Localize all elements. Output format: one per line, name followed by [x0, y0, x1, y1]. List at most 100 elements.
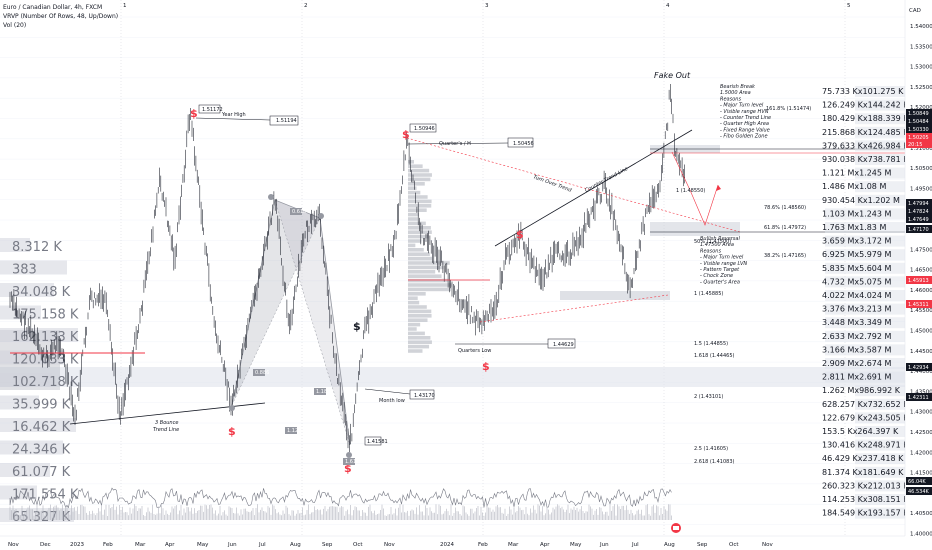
price-tick: 1.43500	[910, 389, 932, 395]
svg-text:1.47994: 1.47994	[908, 201, 929, 207]
price-tick: 1.46500	[910, 268, 932, 274]
svg-text:46.534K: 46.534K	[908, 489, 929, 495]
svg-text:1.50205: 1.50205	[908, 135, 929, 141]
price-axis[interactable]: CAD 1.540001.535001.530001.525001.520001…	[904, 0, 932, 538]
fib-level-label: 1 (1.48550)	[676, 188, 705, 194]
fib-level-label: 2.618 (1.41083)	[694, 459, 735, 465]
svg-text:$: $	[482, 360, 490, 373]
time-tick: 2024	[440, 542, 454, 548]
price-tick: 1.43000	[910, 410, 932, 416]
vrvp-row-label: 930.454 Kx1.202 M	[822, 196, 900, 205]
pattern-ratio: 0.886	[255, 370, 269, 376]
vrvp-row-label: 75.733 Kx101.275 K	[822, 87, 904, 96]
bullish-reason-line: - Major Turn level	[700, 255, 744, 261]
vrvp-row-label: 184.549 Kx193.157 K	[822, 509, 909, 518]
grid	[0, 16, 905, 525]
time-tick: Aug	[290, 542, 301, 548]
vrvp-row-label: 6.925 Mx5.979 M	[822, 250, 892, 259]
left-vp-value: 61.077 K	[12, 465, 71, 480]
vrvp-row-label: 1.103 Mx1.243 M	[822, 209, 892, 218]
vrvp-row-label: 4.022 Mx4.024 M	[822, 291, 892, 300]
vrvp-row-label: 260.323 Kx212.013 K	[822, 481, 909, 490]
vrvp-row-label: 3.448 Mx3.349 M	[822, 318, 892, 327]
svg-text:1.42934: 1.42934	[908, 365, 929, 371]
price-tick: 1.40000	[910, 532, 932, 538]
time-tick: May	[197, 542, 209, 548]
time-tick: May	[570, 542, 582, 548]
session-marker: 3	[485, 3, 489, 9]
vrvp-row-label: 130.416 Kx248.971 K	[822, 441, 909, 450]
pattern-ratio-labels: 0.618 0.886 1.127 1.18 1.618	[253, 208, 359, 465]
bearish-reason-line: Bearish Break	[720, 84, 756, 90]
price-badge: 1.47170	[906, 225, 932, 233]
price-badge: 1.42934	[906, 363, 932, 371]
price-tick: 1.52500	[910, 85, 932, 91]
time-axis[interactable]: Nov Dec 2023 Feb Mar Apr May Jun Jul Aug Sep Oct Nov…	[0, 535, 932, 550]
price-badge: 1.50330	[906, 125, 932, 133]
symbol-title[interactable]: Euro / Canadian Dollar, 4h, FXCM	[3, 4, 103, 11]
vrvp-row-label: 2.811 Mx2.691 M	[822, 373, 892, 382]
fib-level-label: 2.5 (1.41605)	[694, 446, 728, 452]
bounce-label-2: Trend Line	[153, 427, 179, 433]
vrvp-row-label: 1.763 Mx1.83 M	[822, 223, 886, 232]
price-tick: 1.42000	[910, 450, 932, 456]
svg-text:1.50849: 1.50849	[908, 111, 929, 117]
fib-level-label: 1.5 (1.44855)	[694, 341, 728, 347]
time-tick: Feb	[103, 542, 113, 548]
price-tick: 1.40500	[910, 511, 932, 517]
vrvp-row-label: 2.909 Mx2.674 M	[822, 359, 892, 368]
price-tick: 1.42500	[910, 430, 932, 436]
left-vp-value: 102.718 K	[12, 375, 79, 390]
svg-text:20:15: 20:15	[908, 142, 922, 148]
vrvp-indicator[interactable]: VRVP (Number Of Rows, 48, Up/Down)	[3, 13, 119, 20]
q-high-box: 1.50456	[513, 141, 534, 147]
session-marker: 1	[123, 3, 127, 9]
bounce-label-1: 3 Bounce	[155, 420, 178, 426]
fib-level-label: 1 (1.45885)	[694, 291, 723, 297]
tv-logo-icon	[671, 523, 681, 533]
bearish-reason-line: - Major Turn level	[720, 103, 764, 109]
price-badge: 1.47649	[906, 215, 932, 223]
left-vp-value: 383	[12, 263, 37, 278]
volume-indicator[interactable]: Vol (20)	[3, 22, 27, 29]
left-vp-value: 175.158 K	[12, 308, 79, 323]
vrvp-row-label: 153.5 Kx264.397 K	[822, 427, 899, 436]
bearish-reason-line: - Fixed Range Value	[720, 127, 770, 133]
year-high-tag: 1.51172	[202, 107, 223, 113]
bullish-reason-line: Reasons	[700, 248, 721, 254]
left-vp-value: 34.048 K	[12, 285, 71, 300]
annotations: Fake Out Year High Quarter's / H Quarter…	[153, 71, 771, 475]
time-tick: Dec	[40, 542, 51, 548]
price-candles	[9, 84, 685, 453]
session-marker: 5	[847, 3, 851, 9]
left-vp-value: 120.033 K	[12, 353, 79, 368]
bearish-reason-line: - Fibo Golden Zone	[720, 134, 768, 140]
bullish-reason-line: - Quarter's Area	[700, 279, 740, 285]
price-badge: 66.04K	[906, 477, 932, 485]
session-number-markers: 1 2 3 4 5	[123, 3, 851, 9]
svg-text:1.42311: 1.42311	[908, 395, 929, 401]
svg-text:1.45913: 1.45913	[908, 278, 929, 284]
vrvp-row-label: 3.659 Mx3.172 M	[822, 237, 892, 246]
year-high-label: Year High	[221, 112, 246, 118]
fib-level-label: 38.2% (1.47165)	[764, 253, 806, 259]
fib-level-label: 50% (1.47500)	[694, 239, 731, 245]
pattern-ratio: 1.618	[345, 459, 359, 465]
time-tick: 2023	[70, 542, 84, 548]
price-tick: 1.52000	[910, 105, 932, 111]
fibonacci-labels: 161.8% (1.51474) 1 (1.48550) 78.6% (1.4856…	[676, 106, 811, 465]
vrvp-row-label: 126.249 Kx144.242 K	[822, 101, 909, 110]
time-tick: Jul	[258, 542, 266, 548]
bullish-reason-line: Bullish Reversal	[700, 236, 740, 242]
time-tick: Jun	[227, 542, 237, 548]
svg-text:66.04K: 66.04K	[908, 479, 926, 485]
svg-text:1.47824: 1.47824	[908, 209, 929, 215]
quarter-high-label: Quarter's / H	[439, 141, 471, 147]
bearish-reason-line: - Visible range HVN	[720, 109, 769, 115]
price-tick: 1.54000	[910, 24, 932, 30]
price-tick: 1.53000	[910, 65, 932, 71]
time-tick: Sep	[322, 542, 333, 548]
vrvp-row-label: 3.166 Mx3.587 M	[822, 345, 892, 354]
